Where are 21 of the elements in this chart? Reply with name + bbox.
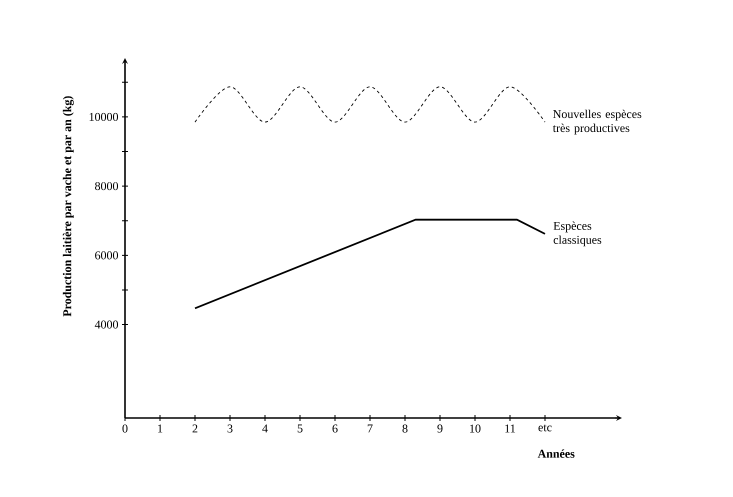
x-tick-label: 6 (332, 424, 338, 433)
x-tick-label: 4 (262, 424, 268, 432)
x-axis-title: Années (538, 449, 575, 458)
x-tick-label: 1 (158, 424, 162, 432)
x-tick-label: etc (538, 424, 552, 432)
x-tick-label: 0 (122, 424, 128, 433)
series-label: Espèces classiques (554, 221, 602, 246)
x-tick-label: 3 (228, 424, 233, 433)
x-tick-label: 2 (192, 424, 198, 432)
x-tick-label: 5 (298, 424, 303, 432)
y-axis-title: Production laitière par vache et par an (kg) (62, 96, 74, 317)
x-tick-label: 11 (505, 424, 516, 432)
y-tick-label: 10000 (90, 112, 118, 121)
x-tick-label: 9 (437, 424, 442, 433)
x-tick-label: 8 (402, 424, 408, 433)
y-tick-label: 4000 (94, 320, 118, 329)
x-tick-label: 10 (470, 424, 481, 433)
y-tick-label: 6000 (95, 251, 118, 260)
series-label: Nouvelles espèces très productives (552, 110, 642, 135)
x-tick-label: 7 (368, 424, 373, 432)
y-tick-label: 8000 (95, 182, 118, 190)
